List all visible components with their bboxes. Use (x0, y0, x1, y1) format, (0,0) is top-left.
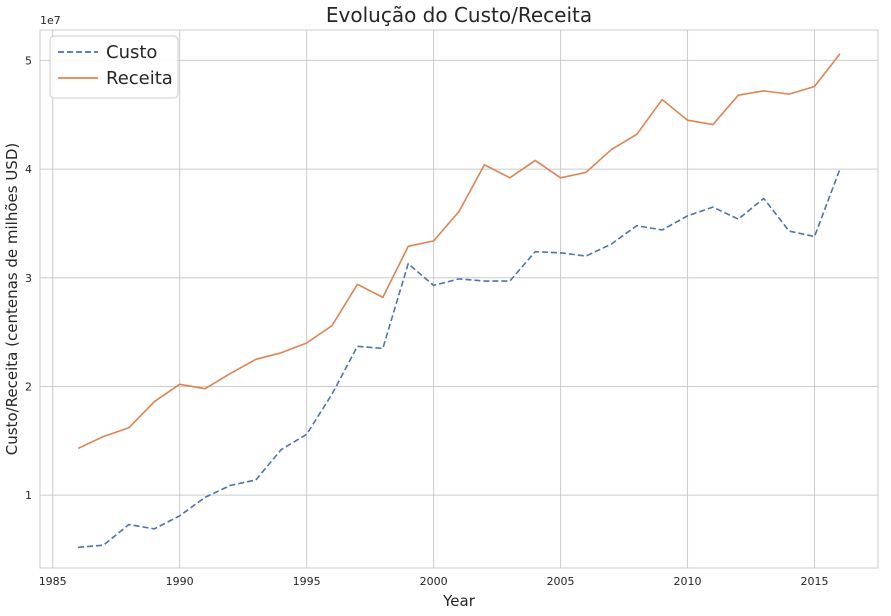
x-tick-label: 2000 (420, 575, 448, 588)
chart-title: Evolução do Custo/Receita (326, 3, 592, 27)
x-tick-label: 1995 (293, 575, 321, 588)
y-tick-label: 2 (25, 380, 32, 393)
y-offset-label: 1e7 (40, 14, 61, 27)
x-tick-label: 2015 (801, 575, 829, 588)
series-lines (77, 53, 841, 549)
series-line-custo (78, 168, 841, 549)
legend-label-receita: Receita (106, 68, 173, 89)
x-tick-label: 2010 (674, 575, 702, 588)
x-tick-label: 2005 (547, 575, 575, 588)
y-tick-label: 1 (25, 489, 32, 502)
x-tick-label: 1985 (39, 575, 67, 588)
series-line-receita (77, 53, 841, 450)
x-axis-label: Year (442, 592, 476, 610)
y-tick-label: 3 (25, 272, 32, 285)
x-tick-label: 1990 (166, 575, 194, 588)
y-tick-label: 4 (25, 163, 32, 176)
y-tick-label: 5 (25, 54, 32, 67)
x-axis-ticks: 1985 1990 1995 2000 2005 2010 2015 (39, 575, 829, 588)
y-axis-ticks: 1 2 3 4 5 (25, 54, 32, 502)
plot-area (39, 29, 879, 569)
legend: Custo Receita (49, 35, 179, 99)
y-axis-label: Custo/Receita (centenas de milhões USD) (3, 143, 21, 455)
legend-label-custo: Custo (106, 42, 157, 63)
